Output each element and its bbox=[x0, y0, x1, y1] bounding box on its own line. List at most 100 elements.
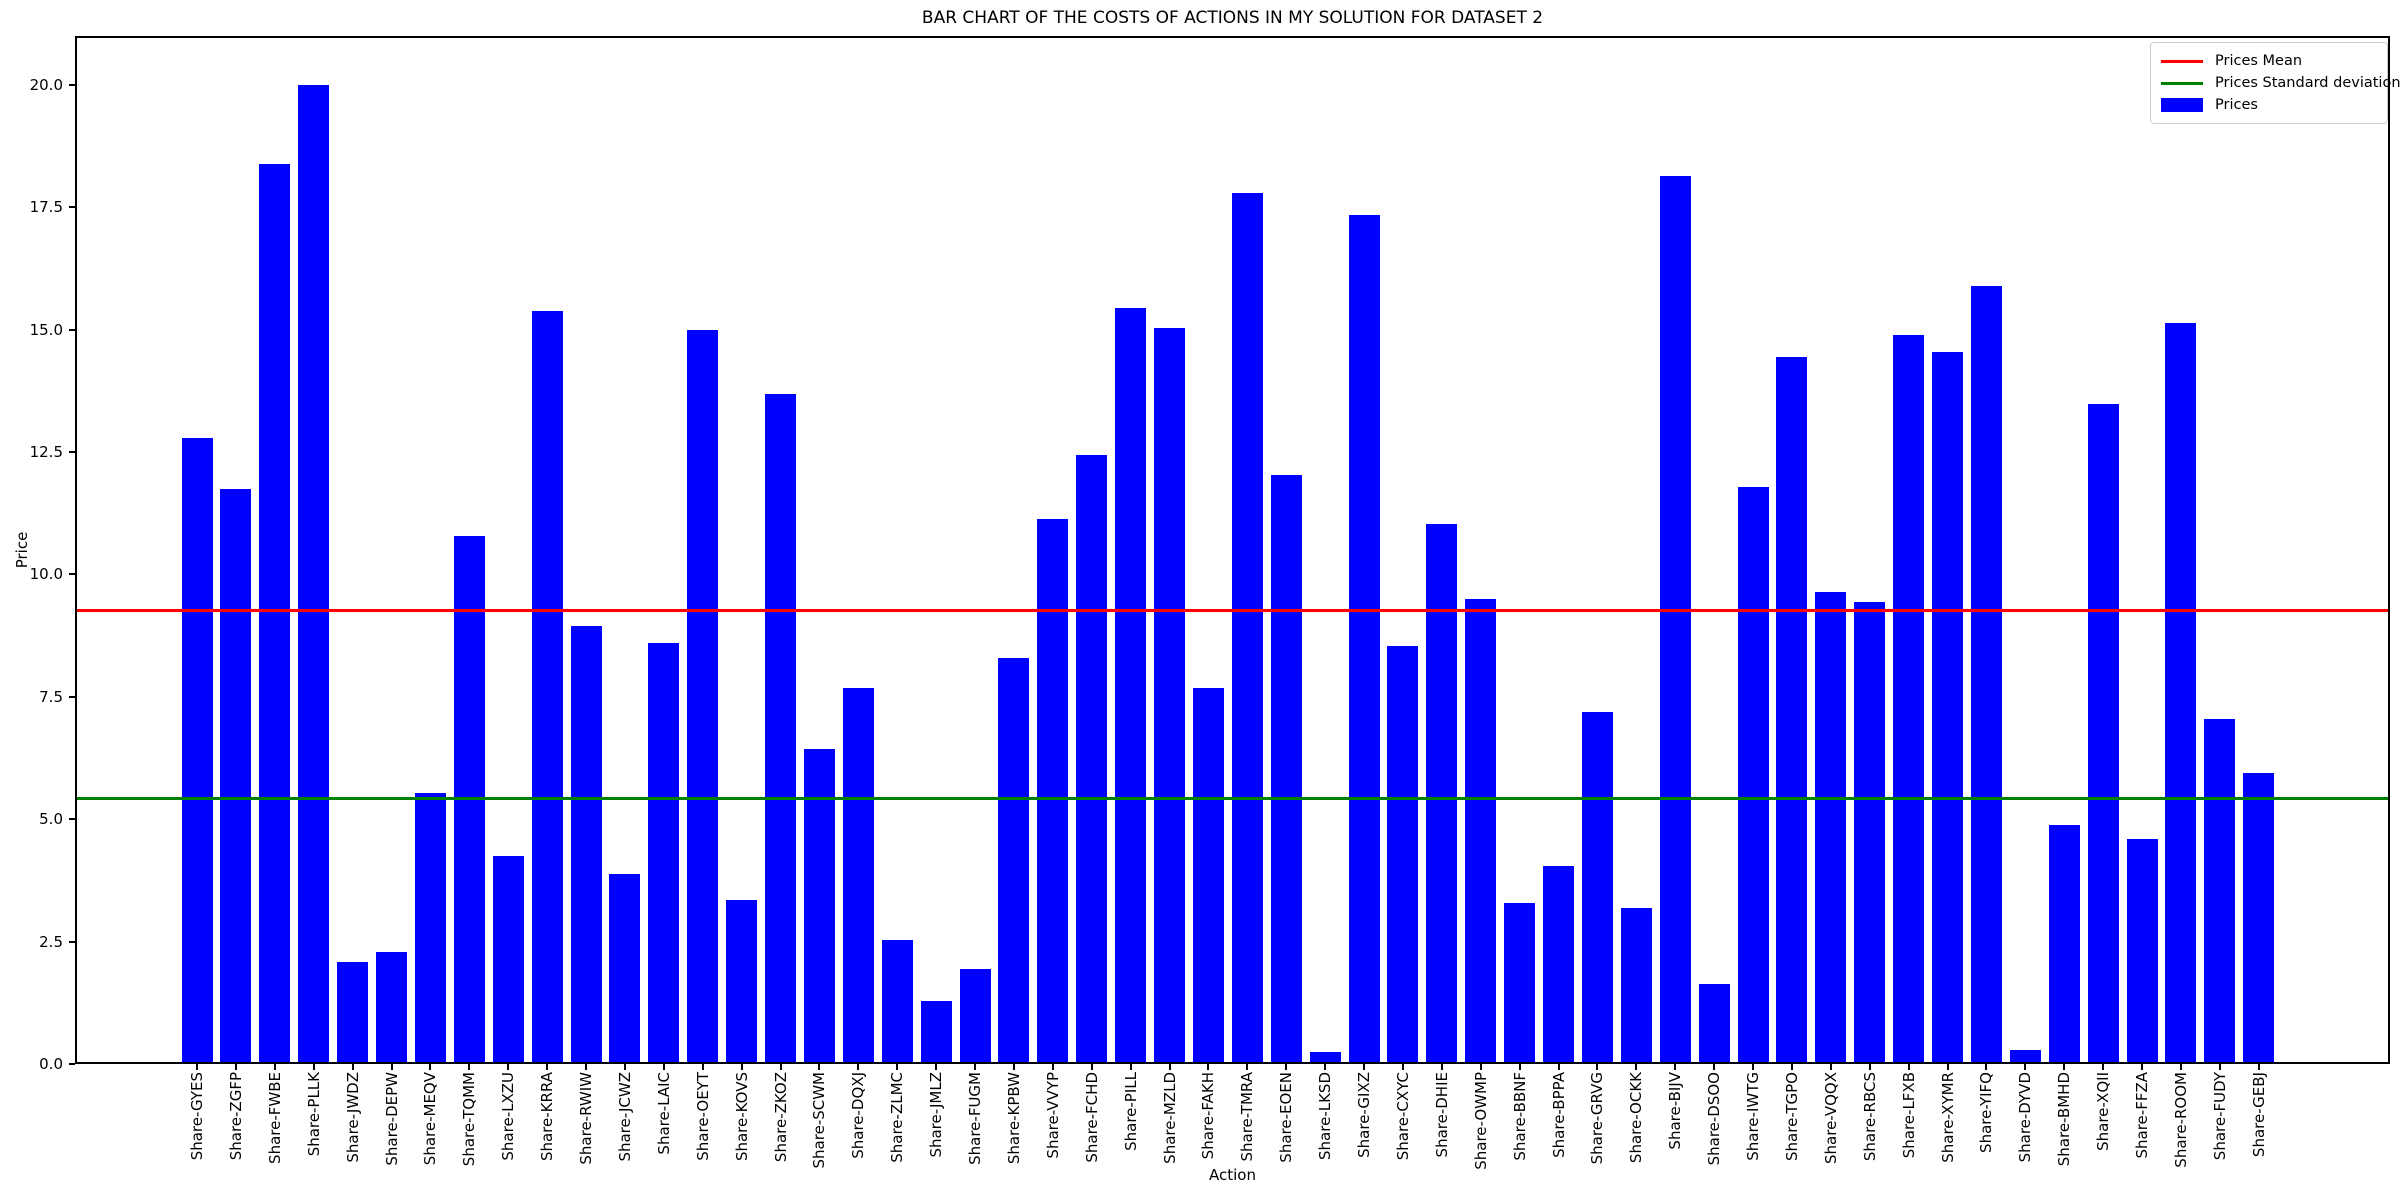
x-tick-mark bbox=[935, 1064, 938, 1070]
x-tick-label: Share-XQII bbox=[2094, 1072, 2113, 1151]
bar bbox=[1620, 907, 1652, 1062]
x-tick-mark bbox=[1907, 1064, 1910, 1070]
x-tick-label: Share-TGPO bbox=[1782, 1072, 1801, 1161]
bar bbox=[765, 393, 796, 1062]
bar bbox=[1854, 601, 1886, 1062]
x-tick-label: Share-TQMM bbox=[460, 1072, 479, 1167]
bar bbox=[959, 969, 991, 1062]
x-tick-mark bbox=[1285, 1064, 1288, 1070]
x-tick-label: Share-FCHD bbox=[1082, 1072, 1101, 1163]
x-tick-label: Share-DHIE bbox=[1432, 1072, 1451, 1158]
x-tick-label: Share-DQXJ bbox=[849, 1072, 868, 1159]
x-tick-label: Share-KRRA bbox=[538, 1072, 557, 1162]
bar bbox=[1037, 518, 1069, 1062]
x-tick-label: Share-RBCS bbox=[1860, 1072, 1879, 1162]
x-tick-label: Share-OWMP bbox=[1471, 1072, 1490, 1170]
x-tick-label: Share-FFZA bbox=[2133, 1072, 2151, 1159]
x-tick-mark bbox=[1790, 1064, 1793, 1070]
y-tick-label: 12.5 bbox=[29, 443, 63, 462]
bar bbox=[920, 1000, 952, 1062]
bar bbox=[2009, 1049, 2041, 1062]
bar bbox=[687, 330, 719, 1062]
bar bbox=[1659, 175, 1691, 1062]
x-tick-label: Share-BMHD bbox=[2055, 1072, 2074, 1167]
legend-item: Prices Mean bbox=[2161, 50, 2377, 72]
bar bbox=[376, 951, 407, 1062]
x-tick-label: Share-FUGM bbox=[966, 1072, 984, 1165]
y-tick-mark bbox=[69, 1063, 75, 1065]
x-tick-mark bbox=[351, 1064, 354, 1070]
legend-swatch bbox=[2161, 59, 2203, 63]
bar bbox=[1932, 352, 1963, 1062]
x-tick-label: Share-BBNF bbox=[1510, 1072, 1529, 1161]
legend-item: Prices bbox=[2161, 94, 2377, 116]
bar bbox=[1698, 983, 1730, 1062]
x-tick-label: Share-CXYC bbox=[1393, 1072, 1412, 1161]
bar bbox=[1504, 902, 1536, 1062]
bar bbox=[2048, 824, 2080, 1062]
x-tick-label: Share-VVYP bbox=[1043, 1072, 1062, 1159]
x-tick-mark bbox=[468, 1064, 471, 1070]
bar bbox=[1581, 712, 1613, 1062]
bar bbox=[298, 85, 330, 1062]
bar bbox=[842, 687, 874, 1062]
x-tick-mark bbox=[1752, 1064, 1754, 1070]
x-tick-mark bbox=[2141, 1064, 2143, 1070]
x-tick-mark bbox=[429, 1064, 432, 1070]
y-tick-label: 5.0 bbox=[39, 810, 63, 829]
x-tick-mark bbox=[234, 1064, 237, 1070]
mean-line bbox=[77, 608, 2388, 612]
bar bbox=[1309, 1052, 1341, 1062]
x-tick-label: Share-DYVD bbox=[2016, 1072, 2035, 1163]
y-tick-mark bbox=[69, 328, 75, 331]
bar bbox=[531, 310, 563, 1062]
x-tick-label: Share-GIXZ bbox=[1355, 1072, 1373, 1158]
bar bbox=[1348, 215, 1380, 1062]
x-tick-label: Share-EOEN bbox=[1277, 1072, 1296, 1163]
x-tick-label: Share-PILL bbox=[1121, 1072, 1140, 1151]
x-tick-label: Share-FWBE bbox=[265, 1072, 284, 1164]
x-tick-mark bbox=[1674, 1064, 1677, 1070]
legend-label: Prices Mean bbox=[2215, 53, 2303, 69]
x-tick-label: Share-DEPW bbox=[382, 1072, 401, 1166]
x-tick-mark bbox=[1051, 1064, 1054, 1070]
x-tick-mark bbox=[2102, 1064, 2105, 1070]
bar bbox=[570, 626, 602, 1062]
bar bbox=[1737, 486, 1769, 1062]
legend-swatch bbox=[2161, 81, 2203, 85]
x-tick-mark bbox=[2218, 1064, 2221, 1070]
x-tick-label: Share-GRVG bbox=[1588, 1072, 1607, 1165]
x-tick-mark bbox=[546, 1064, 549, 1070]
legend-item: Prices Standard deviation bbox=[2161, 72, 2400, 94]
x-tick-mark bbox=[1246, 1064, 1249, 1070]
x-tick-label: Share-SCWM bbox=[810, 1072, 829, 1169]
bar bbox=[337, 961, 369, 1062]
x-tick-label: Share-ROOM bbox=[2171, 1072, 2190, 1168]
bar bbox=[1154, 327, 1185, 1062]
x-tick-mark bbox=[896, 1064, 899, 1070]
bar bbox=[1270, 474, 1302, 1062]
x-tick-label: Share-BIJV bbox=[1666, 1072, 1685, 1150]
x-tick-label: Share-KOVS bbox=[732, 1072, 751, 1162]
x-tick-label: Share-OEYT bbox=[693, 1072, 712, 1161]
x-tick-label: Share-LFXB bbox=[1899, 1072, 1918, 1159]
x-tick-mark bbox=[1557, 1064, 1560, 1070]
x-tick-label: Share-TMRA bbox=[1238, 1072, 1257, 1162]
x-tick-mark bbox=[1868, 1064, 1871, 1070]
x-tick-mark bbox=[1129, 1064, 1132, 1070]
bar bbox=[220, 489, 252, 1062]
plot-area bbox=[75, 36, 2390, 1064]
std-line bbox=[77, 796, 2388, 800]
bar bbox=[1815, 592, 1847, 1062]
x-tick-mark bbox=[1985, 1064, 1988, 1070]
x-tick-mark bbox=[1363, 1064, 1365, 1070]
bar bbox=[1426, 523, 1458, 1062]
bar bbox=[1115, 308, 1147, 1062]
x-axis-label: Action bbox=[1209, 1166, 1256, 1184]
x-tick-mark bbox=[1946, 1064, 1949, 1070]
x-tick-label: Share-MEQV bbox=[421, 1072, 440, 1166]
x-tick-label: Share-GYES bbox=[188, 1072, 206, 1161]
x-tick-mark bbox=[1713, 1064, 1716, 1070]
x-tick-label: Share-JMLZ bbox=[927, 1072, 946, 1158]
y-tick-label: 7.5 bbox=[39, 687, 63, 706]
